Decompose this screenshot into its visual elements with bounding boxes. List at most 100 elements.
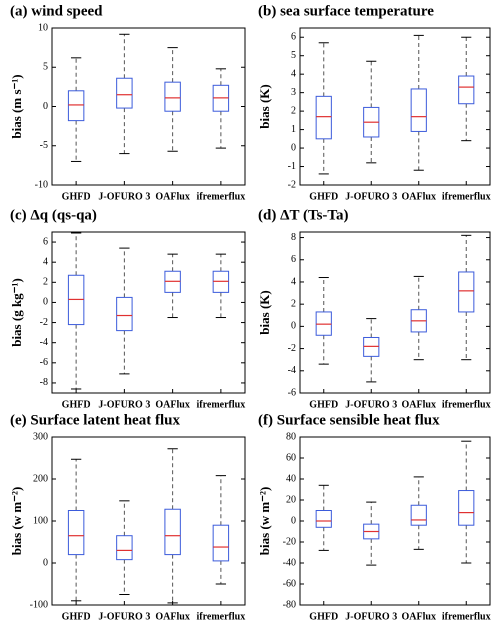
panel-title: (b) sea surface temperature [258,3,434,19]
x-tick-label: J-OFURO 3 [345,611,397,622]
x-tick-label: GHFD [62,611,91,622]
y-axis-label: bias (w m⁻²) [9,487,24,556]
y-tick-label: 60 [286,452,296,463]
y-tick-label: 80 [286,431,296,442]
y-tick-label: 0 [43,297,48,308]
y-tick-label: -4 [288,365,296,376]
box [458,271,475,313]
panel-title: (e) Surface latent heat flux [10,412,180,428]
y-tick-label: -6 [288,387,296,398]
y-axis-label: bias (K) [257,84,272,128]
y-tick-label: 4 [291,68,296,79]
y-tick-label: -4 [40,337,48,348]
y-tick-label: 2 [43,277,48,288]
x-tick-label: ifremerflux [197,399,246,410]
y-tick-label: 6 [291,32,296,43]
box [458,75,475,105]
box [164,508,181,556]
x-tick-label: GHFD [309,399,338,410]
y-axis-label: bias (g kg⁻¹) [9,278,24,347]
x-tick-label: OAFlux [155,611,189,622]
y-tick-label: 20 [286,494,296,505]
x-tick-label: GHFD [62,191,91,202]
y-tick-label: 40 [286,473,296,484]
y-tick-label: -5 [40,140,48,151]
box [67,90,85,122]
box [116,296,133,332]
y-tick-label: -20 [283,536,296,547]
box [458,490,475,526]
y-tick-label: 3 [291,87,296,98]
box [315,95,332,140]
y-tick-label: 6 [291,254,296,265]
y-tick-label: 0 [291,321,296,332]
y-tick-label: -10 [35,179,48,190]
y-tick-label: -6 [40,357,48,368]
box [315,510,332,528]
x-tick-label: ifremerflux [442,399,491,410]
y-tick-label: 4 [291,276,296,287]
panel-title: (d) ΔT (Ts-Ta) [258,207,349,223]
x-tick-label: J-OFURO 3 [98,399,150,410]
x-tick-label: J-OFURO 3 [345,191,397,202]
y-tick-label: 1 [291,124,296,135]
x-tick-label: OAFlux [402,611,436,622]
y-tick-label: -2 [40,317,48,328]
y-tick-label: 0 [291,515,296,526]
x-tick-label: J-OFURO 3 [98,611,150,622]
plot-frame [51,231,246,394]
y-tick-label: -60 [283,578,296,589]
x-tick-label: GHFD [309,611,338,622]
x-tick-label: GHFD [309,191,338,202]
y-tick-label: 0 [43,557,48,568]
y-tick-label: 100 [33,515,48,526]
plot-frame [299,27,491,186]
y-tick-label: -8 [40,377,48,388]
x-tick-label: OAFlux [402,399,436,410]
x-tick-label: J-OFURO 3 [345,399,397,410]
y-tick-label: -1 [288,161,296,172]
y-tick-label: 300 [33,431,48,442]
y-tick-label: 0 [43,101,48,112]
y-tick-label: 10 [38,22,48,33]
box [67,510,85,556]
x-tick-label: OAFlux [402,191,436,202]
y-tick-label: 8 [291,232,296,243]
y-tick-label: 0 [291,142,296,153]
y-axis-label: bias (K) [257,290,272,334]
x-tick-label: OAFlux [155,191,189,202]
box [164,81,181,112]
y-tick-label: -2 [288,179,296,190]
plot-frame [299,231,491,394]
y-tick-label: 200 [33,473,48,484]
y-tick-label: 2 [291,105,296,116]
x-tick-label: ifremerflux [197,191,246,202]
plot-frame [299,436,491,606]
y-tick-label: -40 [283,557,296,568]
y-tick-label: 5 [291,50,296,61]
x-tick-label: GHFD [62,399,91,410]
y-tick-label: -80 [283,599,296,610]
plot-frame [51,27,246,186]
x-tick-label: ifremerflux [442,191,491,202]
x-tick-label: ifremerflux [442,611,491,622]
x-tick-label: ifremerflux [197,611,246,622]
y-tick-label: 4 [43,256,48,267]
y-axis-label: bias (m s⁻¹) [9,74,24,138]
y-axis-label: bias (w m⁻²) [257,487,272,556]
y-tick-label: 2 [291,298,296,309]
plot-frame [51,436,246,606]
y-tick-label: 5 [43,62,48,73]
panel-title: (a) wind speed [10,3,103,19]
box [410,504,427,526]
y-tick-label: -2 [288,343,296,354]
box [212,524,230,562]
box [116,77,133,109]
y-tick-label: 6 [43,236,48,247]
x-tick-label: OAFlux [155,399,189,410]
panel-title: (f) Surface sensible heat flux [258,412,440,428]
box [116,535,133,561]
panel-title: (c) Δq (qs-qa) [10,207,97,223]
y-tick-label: -100 [30,599,48,610]
